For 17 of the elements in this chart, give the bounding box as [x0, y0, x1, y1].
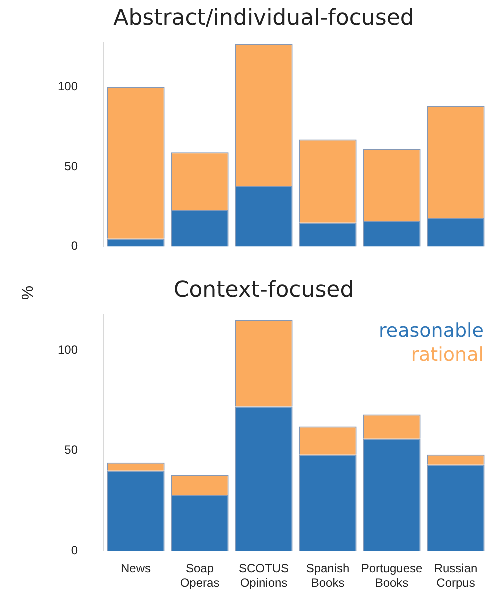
y-tick-label: 100 — [58, 79, 78, 94]
chart-title: Abstract/individual-focused — [114, 6, 414, 31]
text: rational — [411, 344, 484, 366]
text: reasonable — [379, 320, 484, 342]
y-axis-title: % — [20, 286, 38, 300]
chart-title: Context-focused — [174, 278, 354, 303]
x-tick-label: Russian Corpus — [434, 562, 478, 590]
y-tick-label: 50 — [64, 443, 78, 458]
x-tick-label: Soap Operas — [180, 562, 220, 590]
x-tick-label: Spanish Books — [306, 562, 350, 590]
x-tick-label: SCOTUS Opinions — [239, 562, 290, 590]
y-tick-label: 100 — [58, 342, 78, 357]
x-tick-label: News — [121, 562, 152, 576]
x-tick-label: Portuguese Books — [361, 562, 424, 590]
y-tick-label: 0 — [71, 239, 78, 254]
y-tick-label: 50 — [64, 159, 78, 174]
y-tick-label: 0 — [71, 544, 78, 558]
